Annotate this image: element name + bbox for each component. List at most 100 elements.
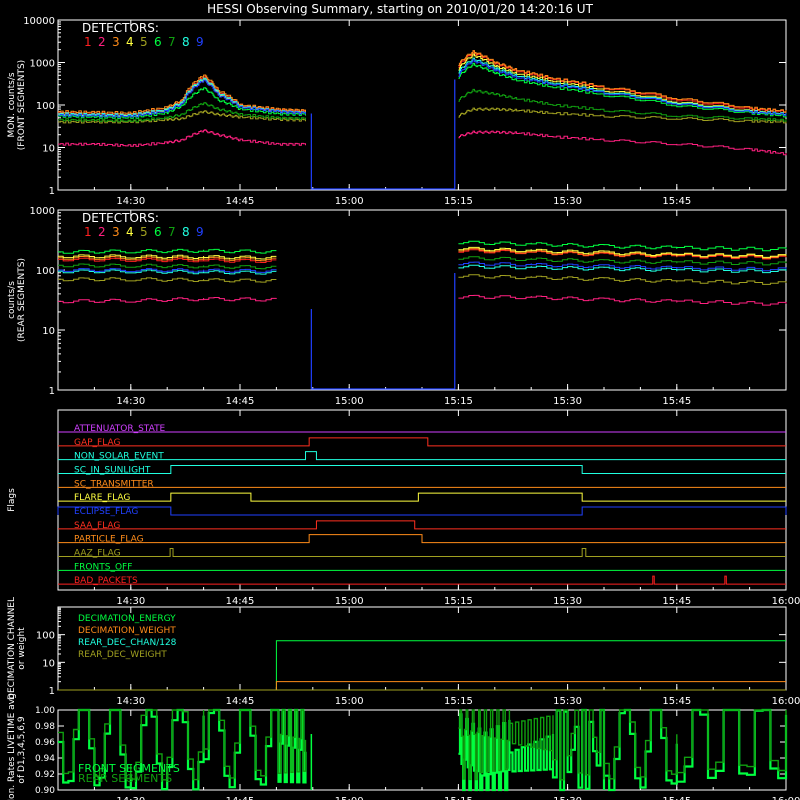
flag-label-8: PARTICLE_FLAG <box>74 535 144 545</box>
decimation-xtick-label: 15:30 <box>553 696 582 707</box>
decimation-xtick-label: 16:00 <box>772 696 800 707</box>
flag-label-3: SC_IN_SUNLIGHT <box>74 466 151 476</box>
front-ytick-label: 10000 <box>23 16 55 27</box>
decimation-xtick-label: 15:45 <box>662 696 691 707</box>
livetime-xtick-label: 14:30 <box>116 796 145 800</box>
decimation-xtick-label: 14:45 <box>226 696 255 707</box>
livetime-ylabel: Mon. Rates LIVETIME avg <box>7 693 17 800</box>
front-xtick-label: 15:45 <box>662 196 691 207</box>
livetime-xtick-label: 15:00 <box>335 796 364 800</box>
livetime-xtick-label: 15:15 <box>444 796 473 800</box>
rear-series-8 <box>58 264 787 275</box>
front-legend-item-5: 5 <box>140 35 148 49</box>
flag-label-1: GAP_FLAG <box>74 438 120 448</box>
flag-trace-5 <box>58 492 786 502</box>
flags-xtick-label: 14:30 <box>116 596 145 607</box>
front-legend-item-3: 3 <box>112 35 120 49</box>
rear-xtick-label: 15:15 <box>444 396 473 407</box>
front-legend-item-4: 4 <box>126 35 134 49</box>
rear-xtick-label: 14:45 <box>226 396 255 407</box>
decimation-ylabel: or weight <box>17 627 27 670</box>
rear-ytick-label: 10 <box>42 326 55 337</box>
livetime-xtick-label: 15:30 <box>553 796 582 800</box>
rear-ytick-label: 1000 <box>30 206 55 217</box>
livetime-ytick-label: 1.00 <box>35 706 55 716</box>
flags-xtick-label: 16:00 <box>772 596 800 607</box>
front-ylabel: (FRONT SEGMENTS) <box>17 60 27 150</box>
livetime-ytick-label: 0.90 <box>35 786 55 796</box>
front-legend-item-1: 1 <box>84 35 92 49</box>
livetime-ylabel: of D1,3,4,5,6,9 <box>17 716 27 783</box>
flags-ylabel: Flags <box>7 488 17 512</box>
livetime-xtick-label: 16:00 <box>772 796 800 800</box>
front-xtick-label: 14:30 <box>116 196 145 207</box>
front-legend-item-6: 6 <box>154 35 162 49</box>
rear-series-2 <box>58 294 787 306</box>
front-legend-item-7: 7 <box>168 35 176 49</box>
livetime-series-1 <box>58 709 787 781</box>
decimation-series-0 <box>58 640 786 691</box>
flag-trace-3 <box>58 465 786 474</box>
rear-legend-title: DETECTORS: <box>82 211 159 225</box>
flag-trace-11 <box>58 575 786 585</box>
decimation-ytick-label: 100 <box>36 631 55 642</box>
front-ytick-label: 10 <box>42 144 55 155</box>
rear-gap-trace <box>310 273 456 390</box>
rear-legend-item-8: 8 <box>182 225 190 239</box>
flags-xtick-label: 15:30 <box>553 596 582 607</box>
livetime-xtick-label: 15:45 <box>662 796 691 800</box>
front-ytick-label: 1 <box>49 186 55 197</box>
flag-label-2: NON_SOLAR_EVENT <box>74 452 164 462</box>
decimation-legend-0: DECIMATION_ENERGY <box>78 614 176 624</box>
front-legend-item-8: 8 <box>182 35 190 49</box>
front-series-2 <box>58 129 787 156</box>
flag-label-11: BAD_PACKETS <box>74 576 138 586</box>
front-series-5 <box>58 107 787 124</box>
livetime-legend-1: REAR SEGMENTS <box>78 772 172 785</box>
rear-legend-item-5: 5 <box>140 225 148 239</box>
livetime-legend-0: FRONT SEGMENTS <box>78 762 180 775</box>
rear-legend-item-7: 7 <box>168 225 176 239</box>
flag-label-10: FRONTS_OFF <box>74 562 132 572</box>
decimation-legend-2: REAR_DEC_CHAN/128 <box>78 638 177 648</box>
flags-xtick-label: 15:45 <box>662 596 691 607</box>
rear-ytick-label: 1 <box>49 386 55 397</box>
panels-group: 14:30 14:45 15:00 15:15 15:30 15:45 MON. count… <box>7 16 800 800</box>
front-legend-item-9: 9 <box>196 35 204 49</box>
rear-ylabel: counts/s <box>7 281 17 319</box>
flag-label-7: SAA_FLAG <box>74 521 120 531</box>
flag-trace-1 <box>58 437 786 447</box>
livetime-ytick-label: 0.94 <box>35 754 55 764</box>
flag-label-4: SC_TRANSMITTER <box>74 479 154 489</box>
rear-series-9 <box>58 261 787 273</box>
front-xtick-label: 15:15 <box>444 196 473 207</box>
front-ytick-label: 100 <box>36 101 55 112</box>
livetime-ytick-label: 0.98 <box>35 722 55 732</box>
front-series-9 <box>58 59 787 118</box>
flag-trace-6 <box>57 506 787 516</box>
flags-xtick-label: 15:00 <box>335 596 364 607</box>
livetime-ytick-label: 0.92 <box>35 770 55 780</box>
decimation-ylabel: DECIMATION CHANNEL <box>7 597 17 700</box>
flag-trace-8 <box>58 534 786 544</box>
rear-ylabel: (REAR SEGMENTS) <box>17 258 27 342</box>
rear-xtick-label: 15:45 <box>662 396 691 407</box>
rear-legend-item-9: 9 <box>196 225 204 239</box>
decimation-xtick-label: 14:30 <box>116 696 145 707</box>
figure-title: HESSI Observing Summary, starting on 201… <box>207 2 593 16</box>
rear-xtick-label: 15:00 <box>335 396 364 407</box>
flag-label-6: ECLIPSE_FLAG <box>74 507 138 517</box>
flags-frame <box>57 409 787 591</box>
decimation-xtick-label: 15:00 <box>335 696 364 707</box>
flag-label-9: AAZ_FLAG <box>74 549 121 559</box>
front-legend-item-2: 2 <box>98 35 106 49</box>
rear-series-6 <box>58 240 787 254</box>
rear-series-7 <box>58 256 787 270</box>
rear-series-4 <box>58 246 787 260</box>
front-xtick-label: 15:00 <box>335 196 364 207</box>
flag-trace-7 <box>58 520 786 530</box>
front-series-3 <box>58 50 787 115</box>
front-xtick-label: 15:30 <box>553 196 582 207</box>
flags-xtick-label: 14:45 <box>226 596 255 607</box>
